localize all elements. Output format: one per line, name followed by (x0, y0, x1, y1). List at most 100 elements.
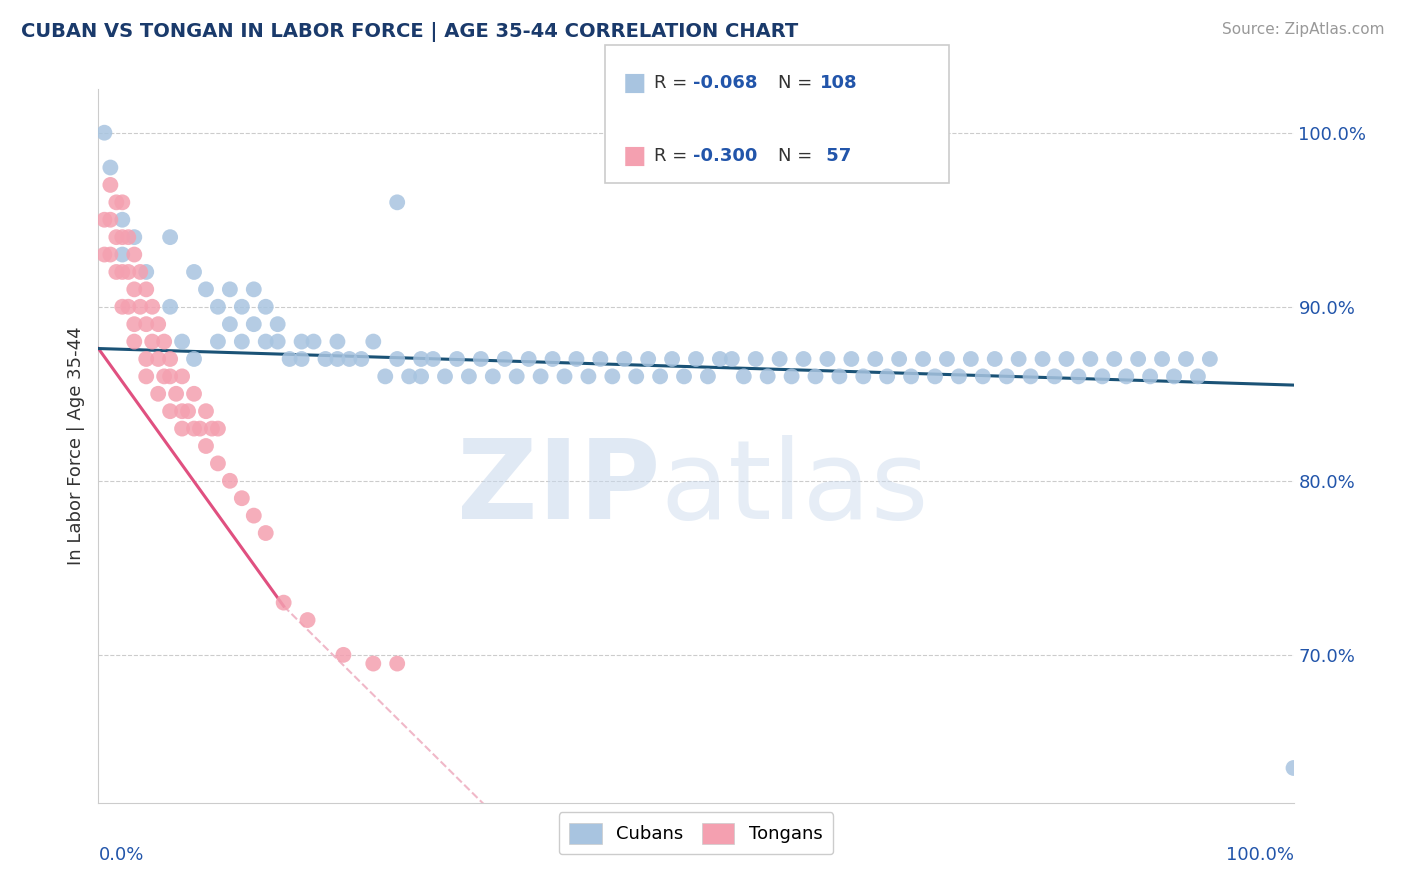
Point (105, 195, 128, 210)
Point (554, 369, 576, 384)
Point (105, 265, 128, 279)
Point (183, 351, 205, 366)
Point (780, 369, 803, 384)
Point (1043, 369, 1066, 384)
Text: 0.0%: 0.0% (98, 846, 143, 863)
Point (111, 265, 134, 279)
Point (363, 334, 385, 349)
Point (148, 317, 170, 331)
Point (297, 613, 319, 627)
Point (105, 230, 128, 244)
Point (1282, 761, 1305, 775)
Point (159, 404, 181, 418)
Text: -0.300: -0.300 (693, 147, 758, 165)
Text: R =: R = (654, 74, 693, 92)
Point (458, 369, 481, 384)
Point (960, 351, 983, 366)
Point (326, 351, 349, 366)
Point (1019, 369, 1042, 384)
Point (1199, 351, 1222, 366)
Point (207, 457, 229, 471)
Point (117, 300, 139, 314)
Point (124, 317, 146, 331)
Point (411, 369, 433, 384)
Point (1008, 351, 1031, 366)
Point (326, 334, 349, 349)
Point (153, 334, 176, 349)
Point (135, 351, 157, 366)
Point (1067, 369, 1090, 384)
Point (219, 474, 242, 488)
Point (517, 351, 540, 366)
Text: Source: ZipAtlas.com: Source: ZipAtlas.com (1222, 22, 1385, 37)
Text: atlas: atlas (661, 435, 928, 542)
Point (578, 369, 600, 384)
Point (506, 369, 529, 384)
Point (177, 404, 200, 418)
Point (291, 334, 314, 349)
Point (1128, 351, 1150, 366)
Point (756, 369, 779, 384)
Text: ■: ■ (623, 145, 647, 168)
Point (350, 351, 373, 366)
Point (135, 369, 157, 384)
Point (153, 369, 176, 384)
Point (828, 369, 851, 384)
Point (231, 300, 253, 314)
Point (661, 126, 683, 140)
Point (648, 369, 672, 384)
Point (124, 230, 146, 244)
Point (93, 247, 115, 261)
Point (768, 351, 790, 366)
Point (470, 351, 492, 366)
Point (195, 282, 218, 296)
Point (267, 334, 290, 349)
Point (124, 247, 146, 261)
Point (385, 657, 409, 671)
Point (900, 369, 922, 384)
Point (709, 351, 731, 366)
Point (183, 421, 205, 435)
Point (98, 178, 122, 192)
Point (745, 351, 768, 366)
Point (159, 351, 181, 366)
Point (129, 300, 152, 314)
Point (315, 351, 337, 366)
Point (613, 351, 636, 366)
Point (924, 369, 946, 384)
Point (302, 334, 325, 349)
Point (195, 439, 218, 453)
Point (661, 351, 683, 366)
Point (278, 351, 301, 366)
Point (685, 351, 707, 366)
Point (273, 596, 295, 610)
Point (207, 334, 229, 349)
Point (984, 351, 1007, 366)
Point (124, 334, 146, 349)
Point (98, 247, 122, 261)
Point (129, 265, 152, 279)
Point (135, 282, 157, 296)
Point (1115, 369, 1137, 384)
Point (804, 369, 827, 384)
Point (995, 369, 1018, 384)
Point (1163, 369, 1185, 384)
Point (385, 195, 409, 210)
Point (948, 369, 970, 384)
Point (148, 386, 170, 401)
Y-axis label: In Labor Force | Age 35-44: In Labor Force | Age 35-44 (66, 326, 84, 566)
Point (159, 369, 181, 384)
Text: N =: N = (778, 147, 817, 165)
Point (398, 369, 420, 384)
Point (254, 334, 277, 349)
Point (434, 369, 457, 384)
Point (111, 247, 134, 261)
Point (207, 421, 229, 435)
Point (243, 508, 266, 523)
Point (565, 351, 588, 366)
Point (385, 351, 409, 366)
Point (1187, 369, 1209, 384)
Point (172, 334, 194, 349)
Point (411, 351, 433, 366)
Point (195, 404, 218, 418)
